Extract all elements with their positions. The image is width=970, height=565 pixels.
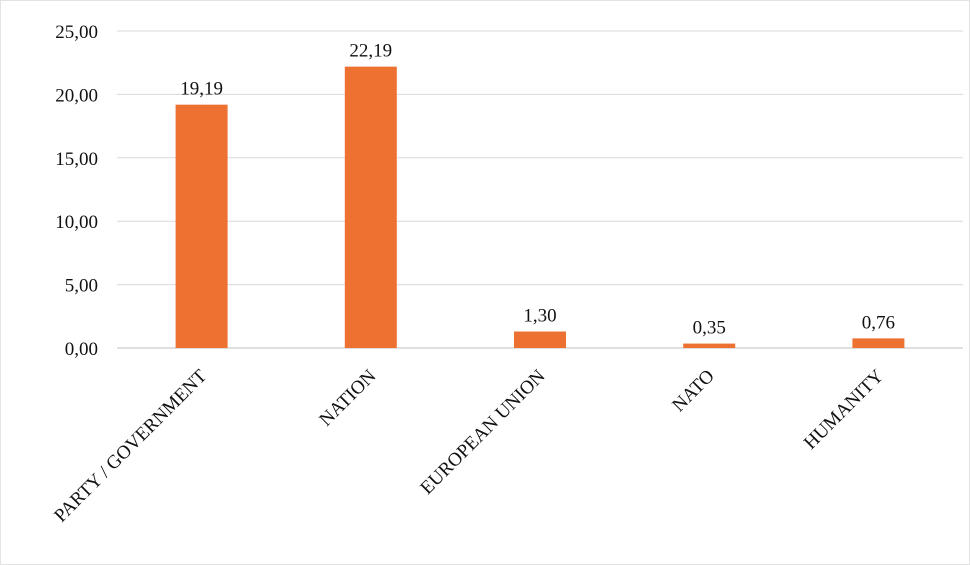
bar [683, 343, 736, 348]
y-tick-label: 20,00 [55, 85, 98, 106]
bar [514, 331, 566, 348]
bars [175, 66, 905, 348]
bar [175, 104, 228, 348]
category-label: NATO [668, 366, 718, 416]
y-axis-ticks: 0,00 5,00 10,00 15,00 20,00 25,00 [55, 22, 98, 360]
bar [852, 338, 905, 348]
y-tick-label: 25,00 [55, 22, 98, 43]
bar [344, 66, 397, 348]
x-axis-categories: PARTY / GOVERNMENT NATION EUROPEAN UNION NA… [50, 365, 888, 526]
y-tick-label: 0,00 [65, 339, 98, 360]
gridlines [117, 30, 963, 349]
data-labels: 19,19 22,19 1,30 0,35 0,76 [180, 41, 895, 339]
data-label: 0,35 [693, 318, 726, 339]
category-label: PARTY / GOVERNMENT [50, 365, 211, 526]
data-label: 0,76 [862, 312, 895, 333]
category-label: HUMANITY [800, 365, 888, 453]
y-tick-label: 5,00 [65, 276, 98, 297]
data-label: 1,30 [523, 306, 556, 327]
category-label: NATION [315, 365, 380, 430]
category-label: EUROPEAN UNION [416, 365, 549, 498]
data-label: 22,19 [349, 41, 392, 62]
y-tick-label: 15,00 [55, 149, 98, 170]
data-label: 19,19 [180, 79, 223, 100]
y-tick-label: 10,00 [55, 212, 98, 233]
